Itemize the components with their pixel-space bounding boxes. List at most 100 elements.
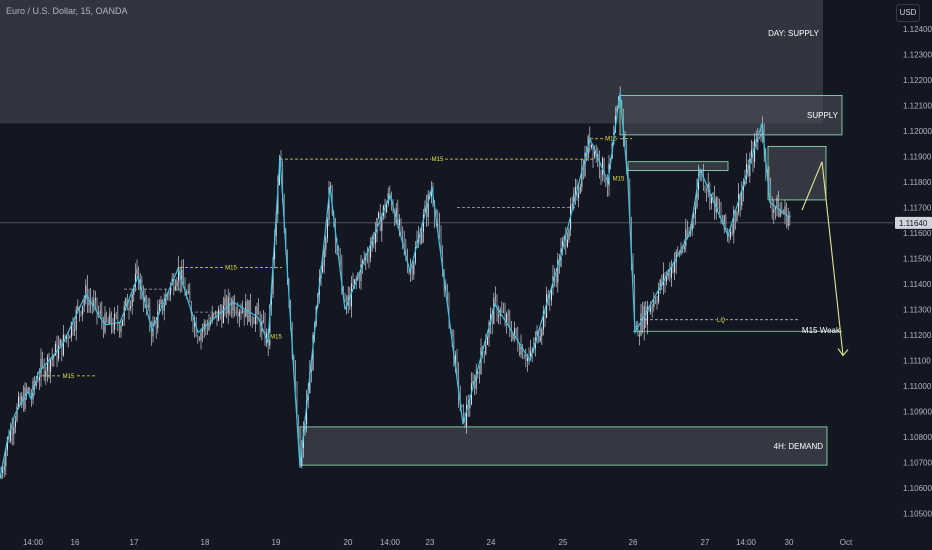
candle-body <box>115 313 117 316</box>
candle-body <box>101 311 103 322</box>
candle-body <box>754 139 756 162</box>
candle-body <box>331 186 333 214</box>
candle-body <box>717 197 719 209</box>
currency-button[interactable]: USD <box>896 4 920 22</box>
time-tick-label: 14:00 <box>23 538 44 547</box>
price-axis: 1.12400 1.12300 1.12200 1.12100 1.12000 1.119… <box>893 0 932 550</box>
zone-label: SUPPLY <box>807 111 839 120</box>
candle-body <box>86 285 88 306</box>
candle-body <box>306 400 308 425</box>
candle-body <box>555 277 557 283</box>
candle-body <box>542 311 544 330</box>
candle-body <box>442 255 444 270</box>
candle-body <box>685 229 687 247</box>
candle-body <box>211 313 213 322</box>
candle-body <box>758 136 760 138</box>
candle-body <box>544 311 546 319</box>
price-tick-label: 1.12000 <box>903 127 932 136</box>
time-tick-label: 24 <box>487 538 496 547</box>
candle-body <box>150 325 152 337</box>
candle-body <box>88 299 90 306</box>
price-tick-label: 1.11900 <box>903 153 932 162</box>
candle-body <box>42 359 44 363</box>
candle-body <box>605 180 607 185</box>
candle-body <box>35 381 37 386</box>
candle-body <box>494 296 496 298</box>
candle-body <box>480 347 482 375</box>
candle-body <box>411 268 413 275</box>
candle-body <box>82 306 84 315</box>
candle-body <box>522 345 524 358</box>
candle-body <box>323 249 325 266</box>
candle-body <box>54 343 56 356</box>
last-price-tag <box>895 216 932 229</box>
candle-body <box>421 231 423 244</box>
candle-body <box>666 275 668 282</box>
candle-body <box>371 237 373 247</box>
candle-body <box>22 395 24 409</box>
candle-body <box>699 173 701 175</box>
candle-body <box>528 356 530 357</box>
candle-body <box>40 359 42 377</box>
candle-body <box>48 356 50 372</box>
candle-body <box>562 241 564 249</box>
zigzag-layer <box>0 92 791 479</box>
candle-body <box>651 306 653 308</box>
candle-body <box>235 312 237 314</box>
candle-body <box>536 330 538 338</box>
candle-body <box>440 236 442 256</box>
candle-body <box>112 326 114 330</box>
candle-body <box>5 450 7 467</box>
candle-body <box>229 296 231 307</box>
candle-body <box>430 191 432 197</box>
candle-body <box>686 229 688 236</box>
candle-body <box>362 260 364 264</box>
candle-body <box>549 299 551 301</box>
candle-body <box>718 208 720 211</box>
candle-body <box>133 287 135 295</box>
candle-body <box>750 149 752 160</box>
candle-body <box>509 319 511 332</box>
candle-body <box>462 407 464 413</box>
candle-body <box>203 323 205 330</box>
candle-body <box>136 268 138 275</box>
candle-body <box>256 306 258 315</box>
candle-body <box>59 339 61 346</box>
candle-body <box>181 269 183 284</box>
candle-body <box>706 188 708 192</box>
candle-body <box>378 213 380 219</box>
price-tick-label: 1.12100 <box>903 102 932 111</box>
zone-rect <box>619 94 843 136</box>
price-tick-label: 1.12200 <box>903 76 932 85</box>
candle-body <box>574 187 576 194</box>
candle-body <box>275 214 277 236</box>
candle-body <box>99 311 101 314</box>
candle-body <box>702 171 704 187</box>
candle-body <box>514 328 516 334</box>
candle-body <box>13 427 15 435</box>
candle-body <box>560 248 562 267</box>
candle-body <box>178 266 180 281</box>
candle-body <box>64 334 66 340</box>
candle-body <box>358 275 360 282</box>
candle-body <box>83 299 85 307</box>
price-tick-label: 1.12300 <box>903 51 932 60</box>
candle-body <box>206 326 208 330</box>
candle-body <box>582 168 584 177</box>
candle-body <box>38 376 40 381</box>
candle-body <box>464 412 466 426</box>
candle-body <box>381 216 383 231</box>
candle-body <box>366 255 368 258</box>
zone-label: DAY: SUPPLY <box>768 29 820 38</box>
candle-body <box>69 337 71 339</box>
candle-body <box>739 194 741 206</box>
candle-body <box>96 298 98 314</box>
candle-body <box>109 313 111 324</box>
candle-body <box>386 203 388 213</box>
candle-body <box>194 320 196 327</box>
candle-body <box>26 387 28 392</box>
candle-body <box>208 323 210 330</box>
candle-body <box>301 447 303 467</box>
candle-body <box>258 306 260 315</box>
price-tick-label: 1.11400 <box>903 280 932 289</box>
